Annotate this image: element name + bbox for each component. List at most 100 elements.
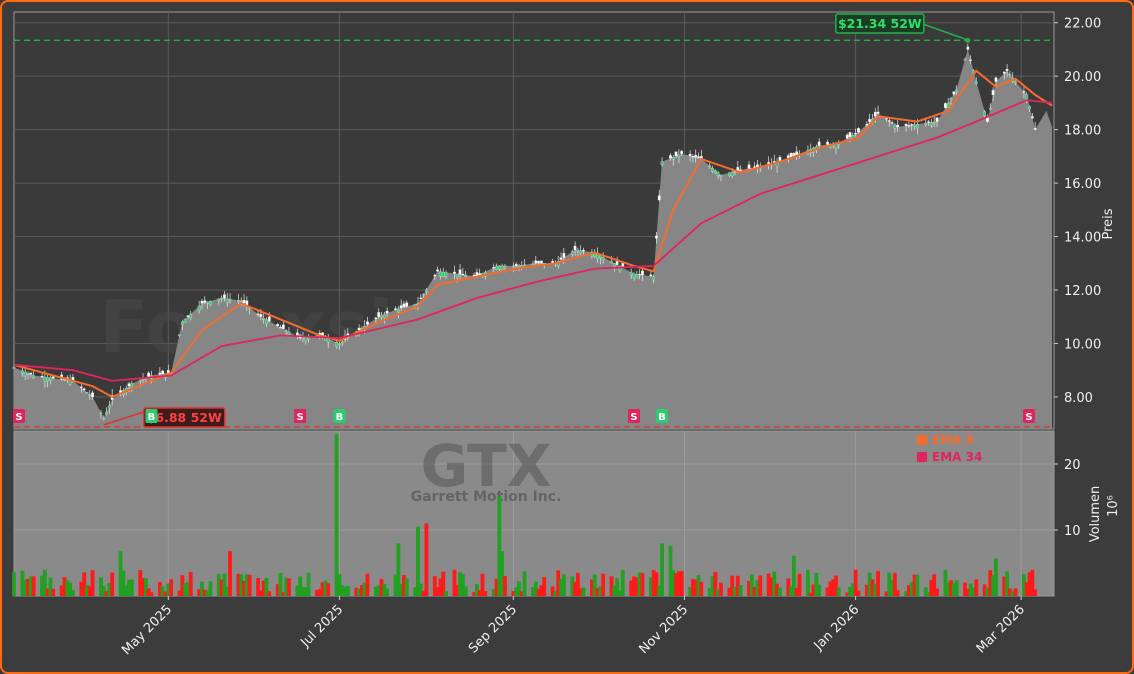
candle-body	[562, 253, 566, 258]
volume-bar	[326, 583, 331, 596]
candle-body	[267, 316, 271, 322]
volume-bar	[598, 586, 603, 596]
volume-bar	[828, 581, 833, 596]
candle-body	[579, 250, 583, 254]
volume-bar	[632, 576, 636, 596]
volume-bar	[455, 585, 460, 596]
candle-body	[51, 376, 55, 379]
candle-body	[503, 265, 507, 268]
volume-bar	[674, 573, 678, 596]
candle-body	[12, 367, 16, 369]
volume-bar	[169, 579, 174, 596]
volume-bar	[561, 574, 566, 596]
price-ytick-label: 10.00	[1064, 337, 1101, 352]
volume-bar	[1024, 582, 1029, 596]
volume-bar	[864, 584, 869, 596]
volume-bar	[1005, 571, 1010, 596]
candle-body	[739, 169, 742, 171]
candle-body	[730, 171, 734, 176]
volume-bar	[943, 569, 948, 596]
candle-body	[436, 269, 439, 272]
candle-body	[1022, 91, 1026, 93]
candle-body	[534, 260, 538, 264]
candle-body	[239, 300, 243, 302]
volume-bar	[575, 572, 580, 596]
volume-bar	[789, 586, 793, 596]
candle-body	[716, 172, 720, 177]
candle-body	[966, 46, 970, 50]
volume-bar	[517, 581, 521, 596]
candle-body	[385, 310, 389, 314]
ticker-watermark: GTX	[421, 432, 552, 500]
volume-bar	[362, 582, 367, 596]
candle-body	[629, 272, 633, 276]
candle-body	[197, 305, 201, 311]
volume-bar	[873, 583, 878, 596]
candle-body	[276, 324, 280, 327]
candle-body	[1014, 81, 1017, 84]
volume-bar	[287, 578, 291, 596]
volume-bar	[660, 543, 664, 596]
volume-bar	[239, 574, 244, 596]
volume-bar	[45, 588, 50, 596]
candle-body	[935, 117, 939, 122]
volume-bar	[264, 577, 269, 596]
volume-bar	[1013, 588, 1018, 596]
volume-bar	[121, 570, 126, 596]
volume-bar	[747, 580, 751, 596]
volume-bar	[777, 587, 782, 596]
candle-body	[680, 151, 684, 154]
volume-bar	[483, 591, 488, 596]
volume-bar	[831, 579, 836, 596]
candle-body	[178, 334, 181, 336]
candle-body	[1008, 74, 1012, 76]
candle-body	[523, 264, 526, 266]
volume-bar	[651, 570, 656, 596]
volume-bar	[654, 572, 659, 596]
volume-bar	[385, 588, 390, 596]
candle-body	[141, 378, 145, 381]
volume-bar	[1033, 589, 1038, 596]
candle-body	[458, 269, 462, 275]
candle-body	[896, 124, 900, 128]
signal-label: B	[336, 412, 344, 423]
volume-bar	[306, 572, 311, 596]
candle-body	[301, 337, 305, 339]
volume-bar	[755, 580, 760, 596]
candle-body	[394, 308, 397, 311]
candle-body	[657, 195, 661, 201]
candle-body	[711, 168, 714, 172]
candle-body	[728, 172, 731, 176]
candle-body	[439, 271, 442, 277]
candle-body	[655, 235, 658, 239]
candle-body	[40, 375, 44, 378]
candle-body	[618, 266, 622, 271]
candle-body	[262, 318, 266, 320]
candle-body	[29, 372, 33, 375]
volume-bar	[817, 584, 822, 596]
volume-bar	[553, 591, 558, 596]
volume-bar	[696, 575, 701, 596]
sell-signal	[294, 409, 307, 423]
volume-bar	[707, 588, 712, 596]
volume-bar	[216, 574, 221, 596]
volume-bar	[197, 589, 202, 596]
volume-bar	[236, 573, 241, 596]
volume-bar	[418, 583, 423, 596]
volume-bar	[991, 575, 995, 596]
volume-bar	[143, 578, 148, 596]
candle-body	[671, 156, 675, 160]
volume-bar	[539, 585, 544, 596]
volume-bar	[620, 569, 625, 596]
candle-body	[340, 341, 344, 343]
volume-bar	[951, 583, 956, 596]
volume-bar	[615, 578, 620, 596]
candle-body	[492, 267, 496, 269]
volume-bar	[797, 573, 802, 596]
candle-body	[570, 251, 574, 255]
volume-bar	[295, 585, 300, 596]
volume-bar	[118, 551, 123, 596]
volume-bar	[146, 588, 151, 596]
candle-body	[88, 394, 92, 396]
candle-body	[635, 274, 639, 279]
